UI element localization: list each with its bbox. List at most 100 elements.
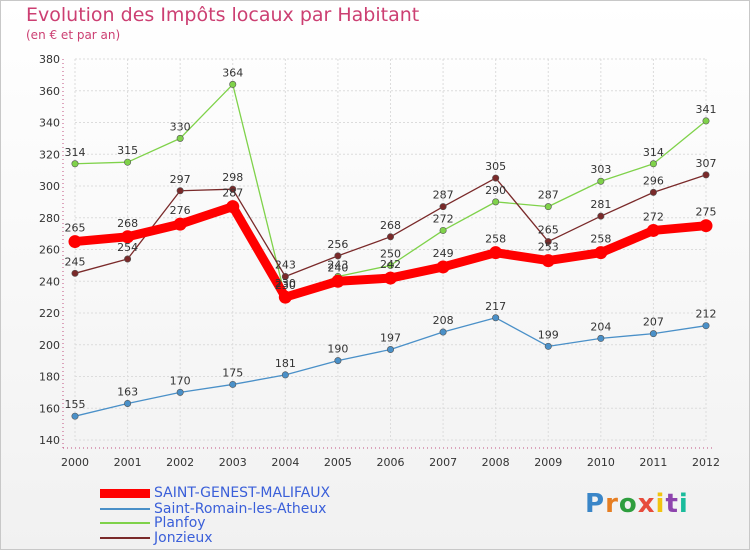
data-point <box>489 246 503 260</box>
x-tick-label: 2010 <box>587 456 615 469</box>
data-label: 314 <box>65 146 86 159</box>
logo-letter: o <box>618 489 638 519</box>
data-label: 287 <box>433 189 454 202</box>
data-point <box>439 203 447 211</box>
data-label: 296 <box>643 174 664 187</box>
x-tick-label: 2011 <box>639 456 667 469</box>
y-tick-label: 300 <box>39 180 60 193</box>
data-point <box>439 226 447 234</box>
data-point <box>646 223 660 237</box>
x-tick-label: 2006 <box>377 456 405 469</box>
data-point <box>124 255 132 263</box>
data-point <box>71 269 79 277</box>
data-point <box>173 217 187 231</box>
data-label: 276 <box>170 204 191 217</box>
data-label: 243 <box>275 258 296 271</box>
logo-letter: i <box>678 489 689 519</box>
x-tick-label: 2009 <box>534 456 562 469</box>
data-point <box>649 330 657 338</box>
data-point <box>597 334 605 342</box>
data-label: 208 <box>433 314 454 327</box>
data-point <box>386 346 394 354</box>
data-point <box>229 185 237 193</box>
data-point <box>544 238 552 246</box>
legend-label: Saint-Romain-les-Atheux <box>154 501 327 517</box>
data-point <box>649 188 657 196</box>
legend-label: SAINT-GENEST-MALIFAUX <box>154 485 331 501</box>
y-tick-label: 260 <box>39 244 60 257</box>
data-point <box>597 177 605 185</box>
data-point <box>68 235 82 249</box>
data-label: 258 <box>590 233 611 246</box>
y-tick-label: 340 <box>39 117 60 130</box>
logo-letter: t <box>665 489 679 519</box>
chart-subtitle: (en € et par an) <box>26 28 121 42</box>
data-point <box>229 80 237 88</box>
series-saint-romain-les-atheux <box>71 314 710 420</box>
data-point <box>121 230 135 244</box>
x-tick-label: 2002 <box>166 456 194 469</box>
data-label: 303 <box>590 163 611 176</box>
data-point <box>281 371 289 379</box>
data-point <box>124 399 132 407</box>
data-point <box>334 252 342 260</box>
data-point <box>594 246 608 260</box>
data-label: 341 <box>696 103 717 116</box>
data-label: 204 <box>590 320 611 333</box>
data-label: 272 <box>643 210 664 223</box>
data-point <box>176 187 184 195</box>
data-point <box>436 260 450 274</box>
x-tick-label: 2012 <box>692 456 720 469</box>
y-tick-label: 380 <box>39 53 60 66</box>
legend-swatch <box>100 488 150 498</box>
data-point <box>334 357 342 365</box>
data-point <box>384 271 397 285</box>
data-point <box>649 160 657 168</box>
legend-swatch <box>100 537 150 539</box>
data-label: 249 <box>433 247 454 260</box>
data-label: 305 <box>485 160 506 173</box>
data-label: 330 <box>170 120 191 133</box>
data-label: 245 <box>65 255 86 268</box>
y-tick-label: 140 <box>39 434 60 447</box>
data-label: 281 <box>590 198 611 211</box>
data-label: 287 <box>222 187 243 200</box>
data-point <box>541 254 555 268</box>
data-point <box>226 200 240 214</box>
data-point <box>702 322 710 330</box>
data-label: 268 <box>380 219 401 232</box>
data-label: 230 <box>275 279 296 292</box>
data-label: 272 <box>433 212 454 225</box>
legend-swatch <box>100 508 150 510</box>
chart-title: Evolution des Impôts locaux par Habitant <box>26 4 420 26</box>
y-tick-label: 200 <box>39 339 60 352</box>
data-label: 298 <box>222 171 243 184</box>
legend-label: Jonzieux <box>154 530 213 546</box>
legend-item: Saint-Romain-les-Atheux <box>100 501 326 517</box>
data-label: 307 <box>696 157 717 170</box>
data-label: 254 <box>117 241 138 254</box>
data-point <box>71 412 79 420</box>
data-point <box>544 203 552 211</box>
y-tick-label: 280 <box>39 212 60 225</box>
data-label: 212 <box>696 308 717 321</box>
data-label: 275 <box>696 206 717 219</box>
data-label: 190 <box>327 343 348 356</box>
data-point <box>492 314 500 322</box>
y-tick-label: 240 <box>39 275 60 288</box>
data-label: 217 <box>485 300 506 313</box>
data-label: 243 <box>327 258 348 271</box>
x-tick-label: 2003 <box>219 456 247 469</box>
y-tick-label: 180 <box>39 371 60 384</box>
logo-letter: P <box>585 489 606 519</box>
y-tick-label: 160 <box>39 402 60 415</box>
data-label: 163 <box>117 385 138 398</box>
data-label: 207 <box>643 316 664 329</box>
data-point <box>439 328 447 336</box>
data-point <box>386 233 394 241</box>
logo-letter: i <box>655 489 666 519</box>
data-point <box>597 212 605 220</box>
data-label: 256 <box>327 238 348 251</box>
data-label: 290 <box>485 184 506 197</box>
data-label: 287 <box>538 189 559 202</box>
